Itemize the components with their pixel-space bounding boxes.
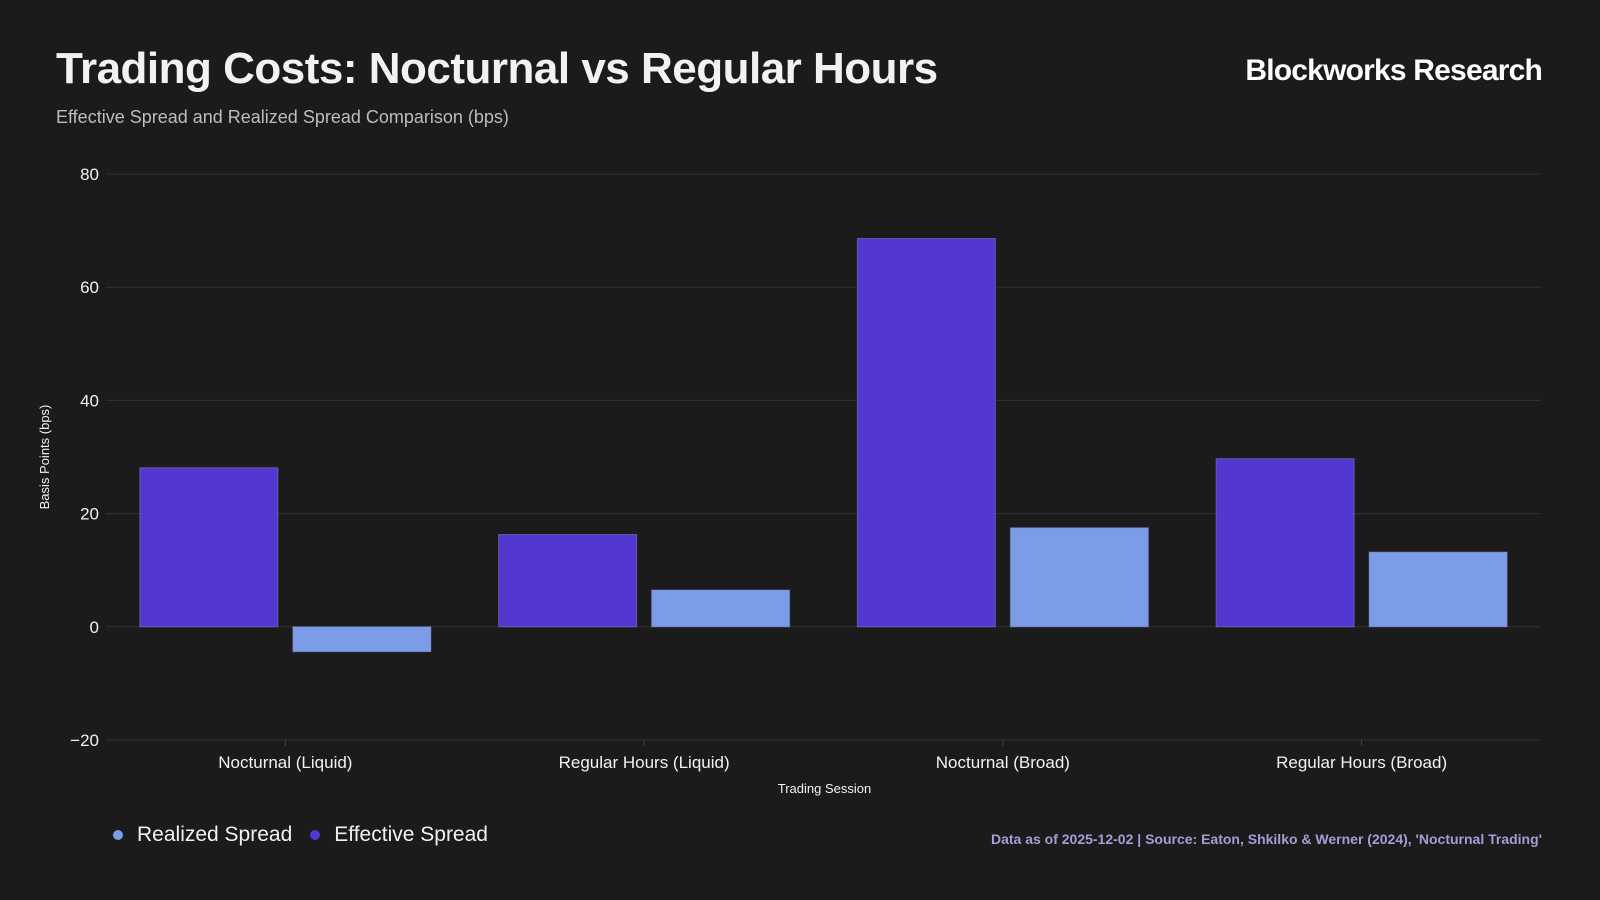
x-tick-label: Regular Hours (Broad) [1276, 753, 1447, 772]
legend-dot-realized [113, 830, 123, 840]
brand-logo-text: Blockworks Research [1245, 54, 1542, 87]
x-tick-label: Nocturnal (Liquid) [218, 753, 352, 772]
y-axis-title: Basis Points (bps) [37, 405, 52, 510]
axes: −20 0 20 40 60 80 Nocturnal (Liquid) Regular Ho… [37, 165, 1447, 796]
bar-realized-spread [292, 626, 432, 653]
legend-dot-effective [310, 830, 321, 840]
y-tick-label: 40 [80, 391, 99, 410]
x-tick-label: Regular Hours (Liquid) [559, 753, 730, 772]
bars [139, 238, 1508, 653]
legend-item-effective[interactable]: Effective Spread [310, 823, 488, 847]
legend-label-realized: Realized Spread [137, 823, 293, 846]
source-footnote: Data as of 2025-12-02 | Source: Eaton, S… [990, 831, 1542, 847]
legend: Realized Spread Effective Spread [113, 823, 506, 847]
bar-effective-spread [139, 467, 279, 628]
bar-effective-spread [856, 238, 996, 628]
bar-realized-spread [651, 589, 791, 628]
x-tick-label: Nocturnal (Broad) [936, 753, 1070, 772]
bar-effective-spread [1215, 458, 1355, 628]
page-subtitle: Effective Spread and Realized Spread Com… [56, 107, 509, 127]
y-tick-label: 20 [80, 505, 99, 524]
y-tick-label: 80 [80, 165, 99, 184]
x-axis-title: Trading Session [778, 781, 871, 796]
page-title: Trading Costs: Nocturnal vs Regular Hour… [56, 44, 938, 93]
y-tick-label: 0 [90, 618, 99, 637]
y-tick-label: 60 [80, 278, 99, 297]
legend-item-realized[interactable]: Realized Spread [113, 823, 292, 847]
y-tick-label: −20 [70, 731, 99, 750]
bar-realized-spread [1368, 551, 1508, 628]
grid-lines [106, 173, 1541, 741]
bar-realized-spread [1009, 527, 1149, 628]
bar-effective-spread [498, 534, 638, 628]
legend-label-effective: Effective Spread [334, 823, 488, 846]
